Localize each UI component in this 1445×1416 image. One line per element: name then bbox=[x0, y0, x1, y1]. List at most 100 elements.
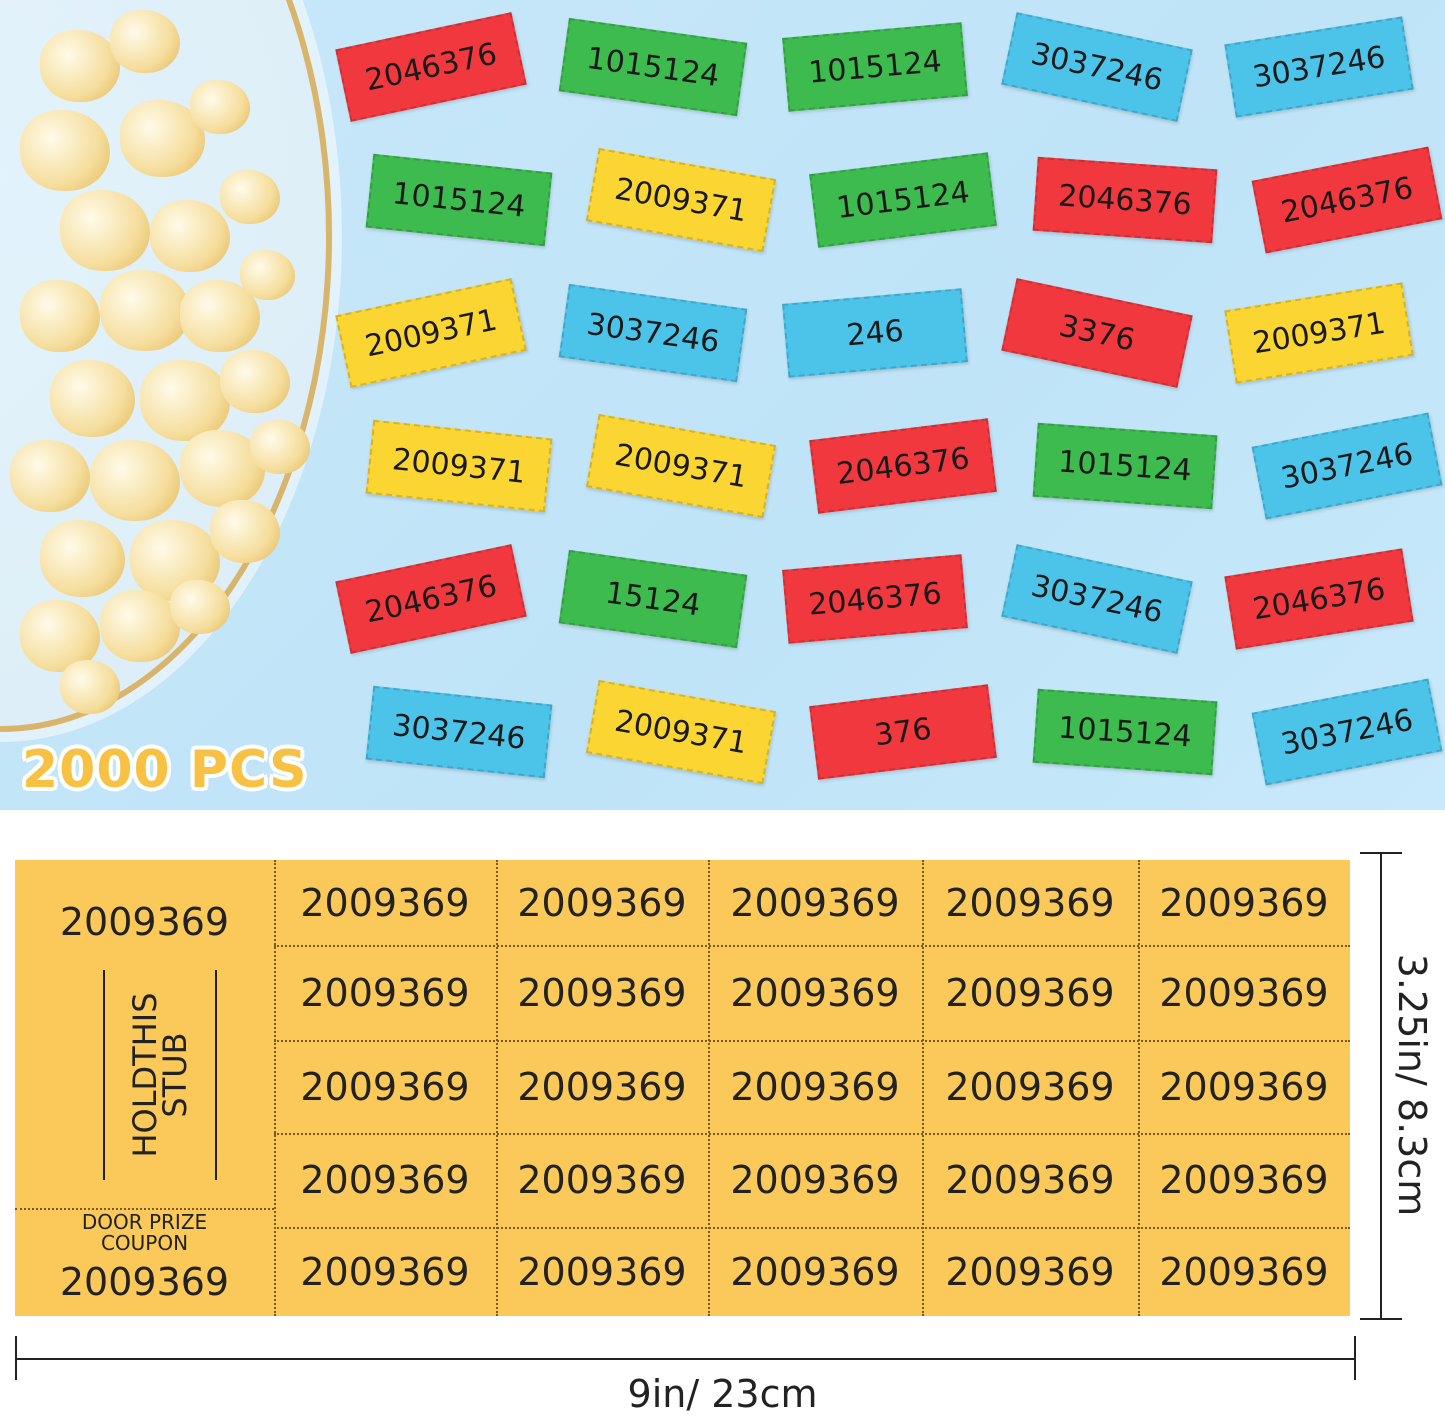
ticket-cell: 2009369 bbox=[517, 1064, 687, 1109]
perforation-line bbox=[496, 860, 498, 1316]
raffle-ticket: 3037246 bbox=[1251, 412, 1443, 520]
quantity-badge: 2000 PCS bbox=[22, 740, 308, 800]
hold-stub-line2: STUB bbox=[156, 1032, 194, 1118]
popcorn-kernel bbox=[100, 590, 180, 662]
perforation-line bbox=[708, 860, 710, 1316]
ticket-cell: 2009369 bbox=[517, 970, 687, 1015]
height-dimension-line bbox=[1380, 852, 1382, 1318]
ticket-cell: 2009369 bbox=[945, 1158, 1115, 1202]
raffle-ticket: 1015124 bbox=[1032, 688, 1218, 776]
raffle-ticket: 3037246 bbox=[558, 283, 748, 383]
popcorn-kernel bbox=[60, 190, 150, 271]
raffle-ticket: 2046376 bbox=[335, 12, 527, 122]
height-tick-top bbox=[1360, 852, 1402, 854]
stub-perforation-line bbox=[15, 1208, 274, 1210]
perforation-line bbox=[1138, 860, 1140, 1316]
raffle-ticket: 2046376 bbox=[1251, 146, 1443, 254]
door-prize-line1: DOOR PRIZE bbox=[81, 1210, 208, 1234]
width-tick-left bbox=[15, 1336, 17, 1380]
raffle-ticket: 246 bbox=[782, 288, 968, 378]
ticket-cell: 2009369 bbox=[730, 1064, 900, 1109]
ticket-cell: 2009369 bbox=[517, 880, 687, 925]
raffle-ticket: 376 bbox=[809, 684, 997, 780]
width-dimension-line bbox=[15, 1358, 1355, 1360]
popcorn-kernel bbox=[220, 170, 280, 224]
raffle-ticket: 15124 bbox=[558, 549, 748, 649]
popcorn-kernel bbox=[20, 280, 100, 352]
popcorn-kernel bbox=[90, 440, 180, 521]
door-prize-label: DOOR PRIZE COUPON bbox=[15, 1212, 274, 1254]
raffle-ticket: 1015124 bbox=[365, 153, 553, 247]
raffle-ticket: 1015124 bbox=[809, 152, 997, 248]
raffle-ticket: 2046376 bbox=[782, 554, 968, 644]
ticket-cell: 2009369 bbox=[945, 970, 1115, 1015]
raffle-ticket: 3037246 bbox=[1001, 544, 1193, 654]
raffle-ticket: 2009371 bbox=[585, 679, 777, 785]
ticket-cell: 2009369 bbox=[730, 1158, 900, 1202]
ticket-cell: 2009369 bbox=[300, 1249, 470, 1294]
ticket-cell: 2009369 bbox=[945, 1064, 1115, 1109]
ticket-cell: 2009369 bbox=[300, 880, 470, 925]
stub-number: 2009369 bbox=[59, 900, 230, 944]
ticket-cell: 2009369 bbox=[1159, 1249, 1329, 1294]
popcorn-kernel bbox=[40, 30, 120, 102]
stub-number-bottom: 2009369 bbox=[59, 1260, 230, 1304]
ticket-cell: 2009369 bbox=[300, 1064, 470, 1109]
popcorn-kernel bbox=[40, 520, 125, 597]
perforation-line bbox=[274, 1227, 1350, 1229]
raffle-ticket: 3037246 bbox=[1251, 678, 1443, 786]
raffle-ticket: 2046376 bbox=[1224, 548, 1414, 650]
ticket-cell: 2009369 bbox=[1159, 970, 1329, 1015]
perforation-line bbox=[274, 860, 276, 1316]
ticket-cell: 2009369 bbox=[730, 880, 900, 925]
ticket-cell: 2009369 bbox=[1159, 1158, 1329, 1202]
ticket-cell: 2009369 bbox=[730, 1249, 900, 1294]
perforation-line bbox=[274, 945, 1350, 947]
raffle-ticket: 1015124 bbox=[782, 22, 968, 112]
hold-stub-text: HOLDTHIS STUB bbox=[126, 992, 194, 1157]
popcorn-kernel bbox=[220, 350, 290, 413]
popcorn-kernel bbox=[190, 80, 250, 134]
raffle-ticket: 3037246 bbox=[1224, 16, 1414, 118]
popcorn-kernel bbox=[240, 250, 295, 300]
raffle-ticket: 2046376 bbox=[335, 544, 527, 654]
popcorn-kernel bbox=[110, 10, 180, 73]
raffle-ticket: 2009371 bbox=[585, 413, 777, 519]
raffle-ticket: 2009371 bbox=[365, 419, 553, 513]
raffle-ticket: 2009371 bbox=[1224, 282, 1414, 384]
raffle-ticket: 2009371 bbox=[585, 147, 777, 253]
popcorn-kernel bbox=[20, 110, 110, 191]
raffle-ticket: 3376 bbox=[1001, 278, 1193, 388]
ticket-cell: 2009369 bbox=[945, 880, 1115, 925]
ticket-sheet: 2009369 HOLDTHIS STUB DOOR PRIZE COUPON 20… bbox=[15, 860, 1350, 1316]
hold-stub-box: HOLDTHIS STUB bbox=[103, 970, 217, 1180]
raffle-ticket: 2046376 bbox=[1032, 156, 1218, 244]
raffle-ticket: 3037246 bbox=[365, 685, 553, 779]
ticket-cell: 2009369 bbox=[517, 1249, 687, 1294]
popcorn-kernel bbox=[150, 200, 230, 272]
door-prize-line2: COUPON bbox=[100, 1231, 189, 1255]
popcorn-kernel bbox=[210, 500, 280, 563]
popcorn-kernel bbox=[50, 360, 135, 437]
ticket-cell: 2009369 bbox=[300, 970, 470, 1015]
ticket-cell: 2009369 bbox=[945, 1249, 1115, 1294]
product-photo: 2046376 1015124 1015124 3037246 3037246 10151… bbox=[0, 0, 1445, 810]
height-label: 3.25in/ 8.3cm bbox=[1390, 953, 1434, 1217]
height-tick-bottom bbox=[1360, 1318, 1402, 1320]
popcorn-kernel bbox=[10, 440, 90, 512]
ticket-cell: 2009369 bbox=[1159, 880, 1329, 925]
popcorn-kernel bbox=[170, 580, 230, 634]
raffle-ticket: 1015124 bbox=[558, 17, 748, 117]
popcorn-kernel bbox=[60, 660, 120, 714]
width-label: 9in/ 23cm bbox=[627, 1372, 818, 1416]
perforation-line bbox=[274, 1040, 1350, 1042]
ticket-cell: 2009369 bbox=[517, 1158, 687, 1202]
raffle-ticket: 1015124 bbox=[1032, 422, 1218, 510]
popcorn-kernel bbox=[250, 420, 310, 474]
raffle-ticket: 2046376 bbox=[809, 418, 997, 514]
popcorn-kernel bbox=[100, 270, 190, 351]
popcorn-kernel bbox=[140, 360, 230, 441]
raffle-ticket: 3037246 bbox=[1001, 12, 1193, 122]
width-tick-right bbox=[1354, 1336, 1356, 1380]
raffle-ticket: 2009371 bbox=[335, 278, 527, 388]
